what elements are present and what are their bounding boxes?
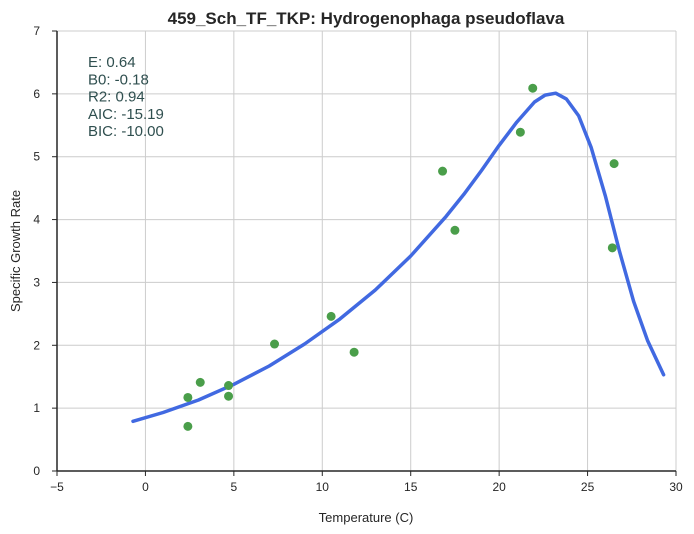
y-tick-label: 5 xyxy=(33,150,40,164)
x-tick-label: 15 xyxy=(404,480,418,494)
data-point xyxy=(450,225,460,235)
data-point xyxy=(349,347,359,357)
x-tick-label: 10 xyxy=(316,480,330,494)
data-point xyxy=(438,166,448,176)
data-point xyxy=(528,83,538,93)
data-point xyxy=(609,159,619,169)
x-tick-label: 25 xyxy=(581,480,595,494)
data-point xyxy=(224,391,234,401)
y-tick-label: 2 xyxy=(33,338,40,352)
y-tick-label: 0 xyxy=(33,464,40,478)
chart-title: 459_Sch_TF_TKP: Hydrogenophaga pseudofla… xyxy=(168,9,565,28)
data-point xyxy=(607,243,617,253)
stat-line: AIC: -15.19 xyxy=(88,106,164,123)
data-point xyxy=(515,127,525,137)
ticks: −5 0 5 10 15 20 25 30 0 1 2 3 4 5 6 7 xyxy=(33,24,683,494)
fit-curve xyxy=(131,91,666,424)
data-point xyxy=(224,381,234,391)
y-axis-label: Specific Growth Rate xyxy=(8,190,23,312)
stat-line: R2: 0.94 xyxy=(88,89,145,106)
x-tick-label: 30 xyxy=(669,480,683,494)
data-point xyxy=(195,377,205,387)
y-tick-label: 3 xyxy=(33,275,40,289)
x-axis-label: Temperature (C) xyxy=(319,510,414,525)
y-tick-label: 1 xyxy=(33,401,40,415)
x-tick-label: 0 xyxy=(142,480,149,494)
data-point xyxy=(270,339,280,349)
x-tick-label: 5 xyxy=(231,480,238,494)
stat-line: E: 0.64 xyxy=(88,54,136,71)
axes xyxy=(56,31,676,472)
y-tick-label: 7 xyxy=(33,24,40,38)
data-point xyxy=(183,421,193,431)
grid xyxy=(56,30,677,472)
y-tick-label: 6 xyxy=(33,87,40,101)
x-tick-label: 20 xyxy=(492,480,506,494)
stat-line: B0: -0.18 xyxy=(88,71,149,88)
stat-line: BIC: -10.00 xyxy=(88,123,164,140)
x-tick-label: −5 xyxy=(50,480,64,494)
data-point xyxy=(183,392,193,402)
y-tick-label: 4 xyxy=(33,213,40,227)
data-point xyxy=(326,311,336,321)
data-points xyxy=(183,83,619,431)
